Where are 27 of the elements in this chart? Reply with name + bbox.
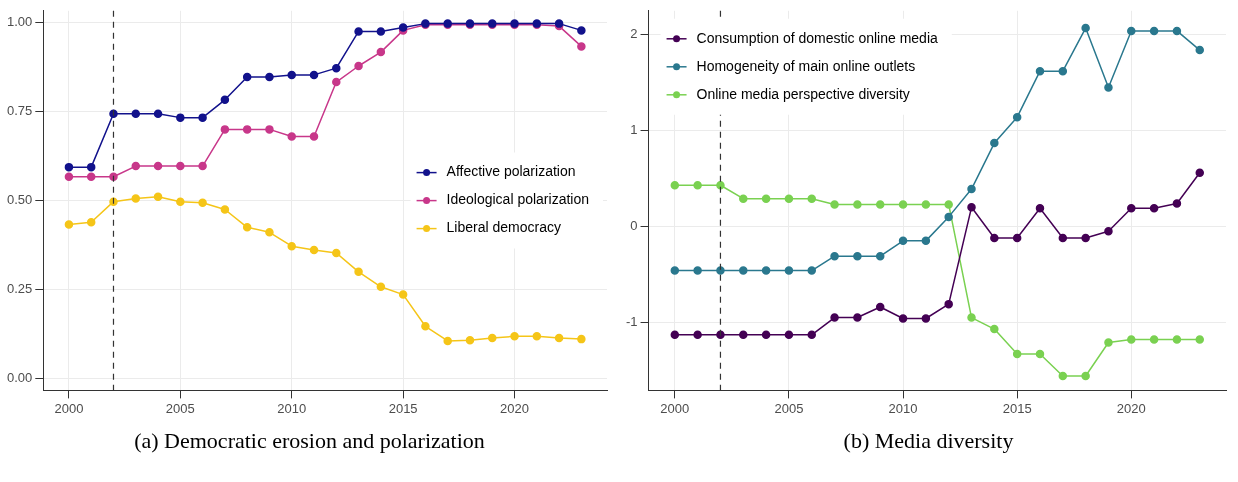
- legend-label: Online media perspective diversity: [696, 85, 910, 102]
- y-tick-label: 0.25: [6, 281, 33, 297]
- x-tick-label: 2020: [500, 400, 529, 416]
- legend-label: Affective polarization: [446, 163, 576, 180]
- x-tick-label: 2005: [774, 400, 804, 416]
- y-tick-label: 1: [630, 122, 638, 138]
- x-tick-label: 2000: [660, 400, 690, 416]
- legend-label: Homogeneity of main online outlets: [696, 57, 916, 74]
- y-tick-label: 0.75: [6, 103, 33, 119]
- legend-label: Liberal democracy: [446, 219, 561, 236]
- x-tick-label: 2015: [1002, 400, 1032, 416]
- legend-label: Consumption of domestic online media: [696, 29, 939, 46]
- legend-label: Ideological polarization: [446, 191, 590, 208]
- y-tick-label: -1: [626, 313, 638, 329]
- x-tick-label: 2015: [388, 400, 418, 416]
- x-tick-label: 2000: [54, 400, 84, 416]
- y-tick-label: 0.00: [6, 370, 33, 386]
- y-tick-label: 1.00: [6, 14, 33, 30]
- y-tick-label: 0.50: [6, 192, 33, 208]
- x-tick-label: 2010: [888, 400, 918, 416]
- y-tick-label: 0: [630, 218, 638, 234]
- x-tick-label: 2020: [1116, 400, 1146, 416]
- x-tick-label: 2010: [277, 400, 307, 416]
- y-tick-label: 2: [630, 26, 638, 42]
- text: (b) Media diversity: [842, 428, 1015, 454]
- x-tick-label: 2005: [165, 400, 195, 416]
- text: (a) Democratic erosion and polarization: [133, 428, 486, 454]
